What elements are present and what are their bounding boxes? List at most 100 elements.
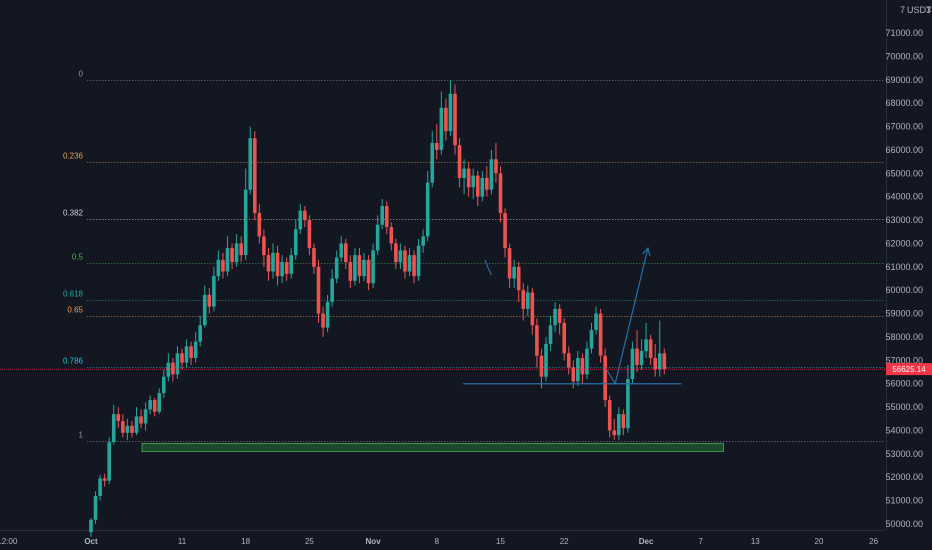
candle <box>485 166 489 197</box>
candle <box>312 243 316 274</box>
candle-body <box>139 416 143 424</box>
candle-body <box>152 400 157 412</box>
candle-body <box>535 325 539 356</box>
drawings-layer[interactable] <box>463 246 682 386</box>
candle <box>617 407 621 440</box>
candle <box>380 199 384 230</box>
candle-body <box>539 355 544 377</box>
candle-body <box>512 266 516 279</box>
candle <box>576 350 580 387</box>
support-zone[interactable] <box>141 442 724 452</box>
candle-body <box>98 478 102 496</box>
candle <box>657 320 662 377</box>
candle-body <box>553 308 557 326</box>
candle-body <box>162 376 166 394</box>
candle-body <box>435 142 439 150</box>
candle-body <box>566 353 571 368</box>
time-tick-label: 22 <box>560 537 569 546</box>
candle-body <box>466 168 471 188</box>
candle <box>516 262 521 302</box>
candle-body <box>612 430 617 436</box>
candle <box>425 170 430 242</box>
projection-arrowhead <box>642 246 651 256</box>
support-zone-layer[interactable] <box>141 442 724 452</box>
candle-body <box>589 329 594 349</box>
candle <box>339 236 344 263</box>
candle <box>544 336 548 382</box>
candle-body <box>639 350 644 366</box>
candle-body <box>585 348 589 375</box>
candle-body <box>216 259 221 277</box>
candle-body <box>293 229 298 256</box>
fib-level-label: 0 <box>79 70 84 79</box>
candle <box>162 369 166 398</box>
price-tick-label: 54000.00 <box>885 425 923 435</box>
candle <box>471 168 475 200</box>
candle <box>271 243 275 279</box>
candle <box>234 234 239 267</box>
candle <box>430 131 435 188</box>
candle-body <box>330 278 334 302</box>
candle <box>280 255 284 284</box>
candle-body <box>594 313 598 330</box>
candle <box>98 474 102 501</box>
candle <box>375 215 380 256</box>
candle-body <box>93 495 98 520</box>
candle <box>416 238 421 281</box>
candle-body <box>644 339 648 351</box>
candle-body <box>494 159 498 174</box>
fib-level-label: 0.65 <box>67 306 83 315</box>
candle-body <box>357 255 362 277</box>
candle-body <box>230 248 234 263</box>
candle <box>626 365 630 433</box>
price-tick-label: 60000.00 <box>885 285 923 295</box>
candle <box>421 229 425 253</box>
candle-body <box>189 346 193 358</box>
candle <box>639 339 644 370</box>
candle <box>589 322 594 354</box>
candle-body <box>325 301 330 328</box>
candle-body <box>148 400 152 410</box>
candle-body <box>394 243 398 263</box>
curve-mark <box>484 259 492 276</box>
candle <box>453 84 457 155</box>
candle <box>635 329 639 373</box>
projection-path[interactable] <box>604 247 649 386</box>
candle <box>166 353 171 382</box>
fib-level-label: 0.236 <box>63 152 84 161</box>
candle-body <box>280 262 284 277</box>
time-tick-label: Dec <box>639 537 654 546</box>
candle <box>498 166 503 223</box>
fib-level-label: 0.5 <box>72 253 84 262</box>
candle <box>503 208 507 258</box>
price-axis-background[interactable] <box>886 0 932 530</box>
candle <box>139 409 143 429</box>
candle <box>202 285 207 328</box>
candle-body <box>116 414 121 422</box>
candle <box>257 203 262 244</box>
candle <box>298 203 303 235</box>
candle-body <box>453 93 457 146</box>
candle <box>562 318 566 361</box>
time-axis-labels: 12:00 Oct 11 18 25 Nov 8 15 22 Dec 7 13 20 26 <box>0 537 879 546</box>
time-axis-background[interactable] <box>0 531 886 550</box>
candle <box>330 269 334 307</box>
price-tick-label: 55000.00 <box>885 402 923 412</box>
candle-body <box>130 425 134 433</box>
candle-body <box>485 177 489 190</box>
candle <box>216 250 221 281</box>
time-tick-label: 18 <box>241 537 250 546</box>
candle <box>412 250 416 284</box>
price-tick-label: 66000.00 <box>885 145 923 155</box>
candle-body <box>521 290 526 309</box>
candle <box>407 248 412 277</box>
candle-body <box>266 255 271 272</box>
candle <box>389 222 394 251</box>
candle <box>189 341 193 366</box>
price-tick-label: 69000.00 <box>885 75 923 85</box>
candle-body <box>603 355 607 401</box>
candle <box>198 315 202 347</box>
candle-body <box>444 107 448 132</box>
